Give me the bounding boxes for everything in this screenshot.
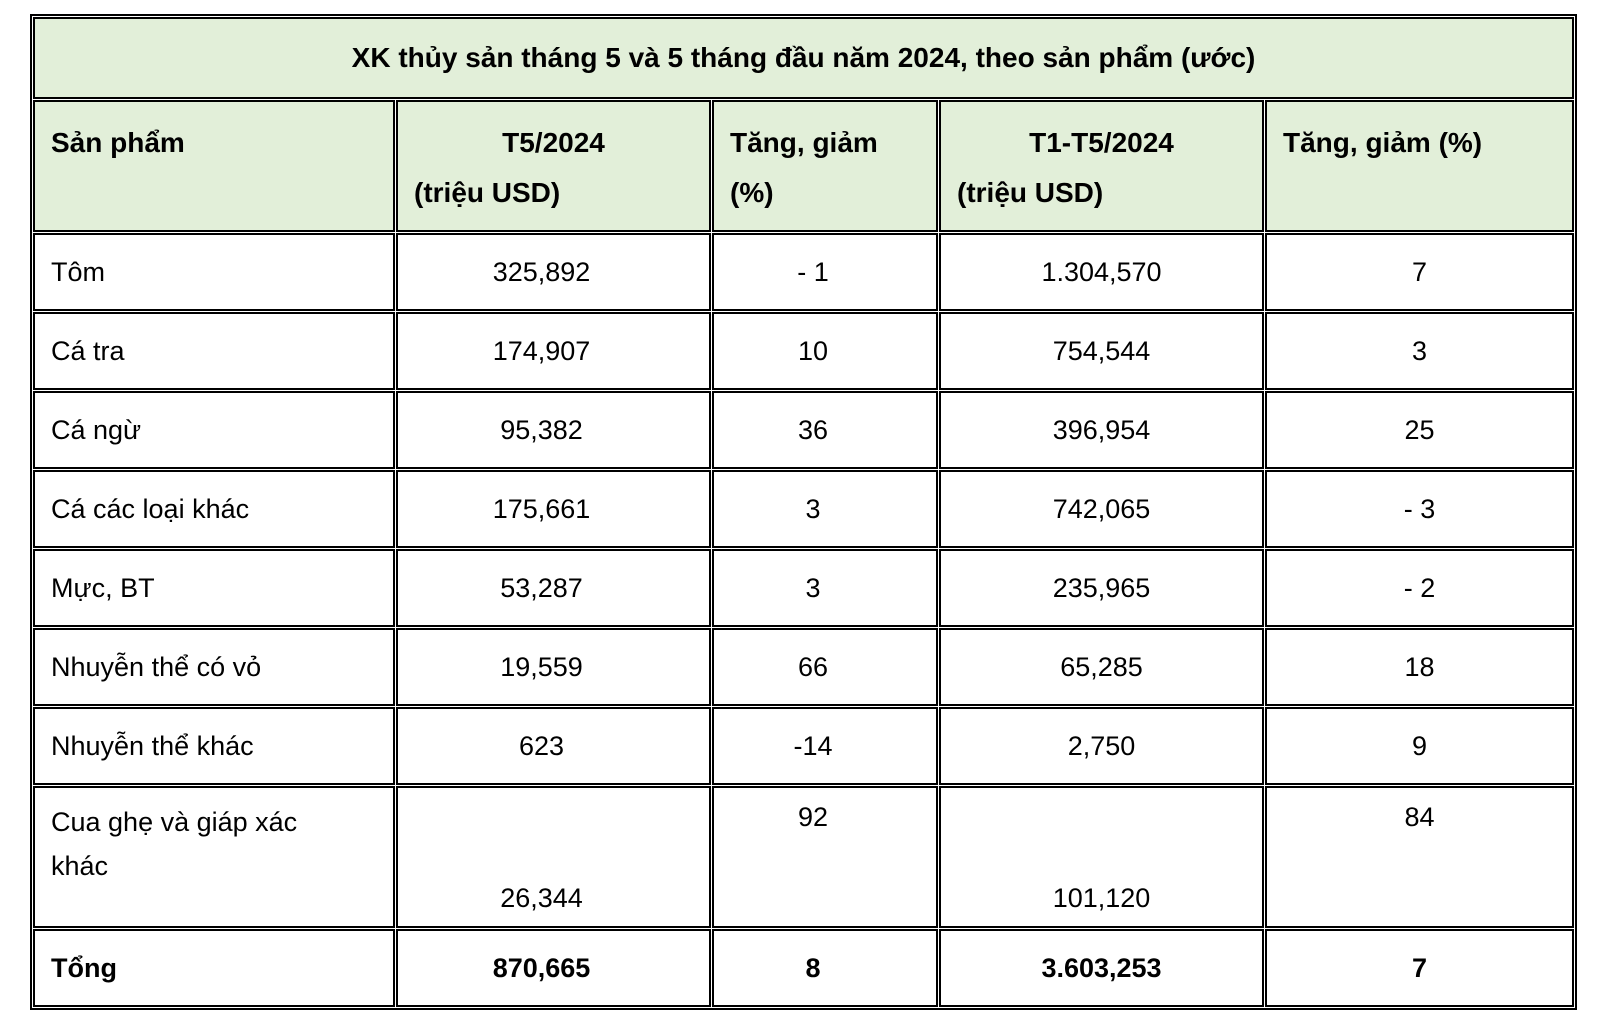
t5-value-cell: 174,907 bbox=[396, 312, 711, 390]
t5-value-cell: 53,287 bbox=[396, 549, 711, 627]
header-t1t5-line2: (triệu USD) bbox=[957, 177, 1104, 208]
change-t5-cell: 8 bbox=[712, 929, 938, 1007]
table-row-total: Tổng 870,665 8 3.603,253 7 bbox=[33, 929, 1574, 1007]
t5-value-cell: 95,382 bbox=[396, 391, 711, 469]
header-t5-line1: T5/2024 bbox=[502, 127, 605, 158]
change-t5-cell: 10 bbox=[712, 312, 938, 390]
change-t1t5-cell: - 2 bbox=[1265, 549, 1574, 627]
t5-value-cell: 325,892 bbox=[396, 233, 711, 311]
t5-value-cell: 175,661 bbox=[396, 470, 711, 548]
change-t5-cell: -14 bbox=[712, 707, 938, 785]
t1t5-value-cell: 101,120 bbox=[939, 786, 1264, 928]
col-header-t1t5: T1-T5/2024 (triệu USD) bbox=[939, 100, 1264, 232]
col-header-change-t5: Tăng, giảm (%) bbox=[712, 100, 938, 232]
change-t1t5-cell: 25 bbox=[1265, 391, 1574, 469]
t1t5-value-cell: 754,544 bbox=[939, 312, 1264, 390]
table-row-nhuyen-the-co-vo: Nhuyễn thể có vỏ 19,559 66 65,285 18 bbox=[33, 628, 1574, 706]
change-t1t5-cell: 3 bbox=[1265, 312, 1574, 390]
header-change1-line1: Tăng, giảm bbox=[730, 127, 878, 158]
product-cell: Cá các loại khác bbox=[33, 470, 395, 548]
product-cell: Cá tra bbox=[33, 312, 395, 390]
table-row-ca-tra: Cá tra 174,907 10 754,544 3 bbox=[33, 312, 1574, 390]
change-t1t5-cell: 7 bbox=[1265, 233, 1574, 311]
change-t5-cell: 3 bbox=[712, 470, 938, 548]
product-cell: Tổng bbox=[33, 929, 395, 1007]
t1t5-value-cell: 396,954 bbox=[939, 391, 1264, 469]
change-t5-cell: 92 bbox=[712, 786, 938, 928]
change-t1t5-cell: 7 bbox=[1265, 929, 1574, 1007]
t5-value-cell: 623 bbox=[396, 707, 711, 785]
header-change1-line2: (%) bbox=[730, 177, 774, 208]
table-row-ca-ngu: Cá ngừ 95,382 36 396,954 25 bbox=[33, 391, 1574, 469]
header-change2-label: Tăng, giảm (%) bbox=[1283, 127, 1483, 158]
header-t1t5-line1: T1-T5/2024 bbox=[1029, 127, 1174, 158]
product-cell: Nhuyễn thể có vỏ bbox=[33, 628, 395, 706]
change-t5-cell: 3 bbox=[712, 549, 938, 627]
change-t1t5-cell: 18 bbox=[1265, 628, 1574, 706]
table-row-tom: Tôm 325,892 - 1 1.304,570 7 bbox=[33, 233, 1574, 311]
t1t5-value-cell: 2,750 bbox=[939, 707, 1264, 785]
product-cell: Nhuyễn thể khác bbox=[33, 707, 395, 785]
header-product-label: Sản phẩm bbox=[51, 127, 185, 158]
table-row-cua-ghe: Cua ghẹ và giáp xác khác 26,344 92 101,1… bbox=[33, 786, 1574, 928]
table-row-ca-cac-loai-khac: Cá các loại khác 175,661 3 742,065 - 3 bbox=[33, 470, 1574, 548]
col-header-t5: T5/2024 (triệu USD) bbox=[396, 100, 711, 232]
t5-value-cell: 26,344 bbox=[396, 786, 711, 928]
change-t5-cell: 36 bbox=[712, 391, 938, 469]
col-header-change-t1t5: Tăng, giảm (%) bbox=[1265, 100, 1574, 232]
change-t5-cell: - 1 bbox=[712, 233, 938, 311]
header-t5-line2: (triệu USD) bbox=[414, 177, 561, 208]
product-cell: Cá ngừ bbox=[33, 391, 395, 469]
table-row-nhuyen-the-khac: Nhuyễn thể khác 623 -14 2,750 9 bbox=[33, 707, 1574, 785]
product-cell: Tôm bbox=[33, 233, 395, 311]
change-t1t5-cell: 9 bbox=[1265, 707, 1574, 785]
title-row: XK thủy sản tháng 5 và 5 tháng đầu năm 2… bbox=[33, 17, 1574, 99]
t5-value-cell: 870,665 bbox=[396, 929, 711, 1007]
product-cell: Mực, BT bbox=[33, 549, 395, 627]
t5-value-cell: 19,559 bbox=[396, 628, 711, 706]
change-t5-cell: 66 bbox=[712, 628, 938, 706]
t1t5-value-cell: 3.603,253 bbox=[939, 929, 1264, 1007]
header-row: Sản phẩm T5/2024 (triệu USD) Tăng, giảm … bbox=[33, 100, 1574, 232]
table-row-muc-bt: Mực, BT 53,287 3 235,965 - 2 bbox=[33, 549, 1574, 627]
t1t5-value-cell: 235,965 bbox=[939, 549, 1264, 627]
t1t5-value-cell: 742,065 bbox=[939, 470, 1264, 548]
seafood-export-table: XK thủy sản tháng 5 và 5 tháng đầu năm 2… bbox=[30, 14, 1577, 1010]
col-header-product: Sản phẩm bbox=[33, 100, 395, 232]
table-title: XK thủy sản tháng 5 và 5 tháng đầu năm 2… bbox=[33, 17, 1574, 99]
t1t5-value-cell: 65,285 bbox=[939, 628, 1264, 706]
t1t5-value-cell: 1.304,570 bbox=[939, 233, 1264, 311]
change-t1t5-cell: 84 bbox=[1265, 786, 1574, 928]
change-t1t5-cell: - 3 bbox=[1265, 470, 1574, 548]
product-cell: Cua ghẹ và giáp xác khác bbox=[33, 786, 395, 928]
